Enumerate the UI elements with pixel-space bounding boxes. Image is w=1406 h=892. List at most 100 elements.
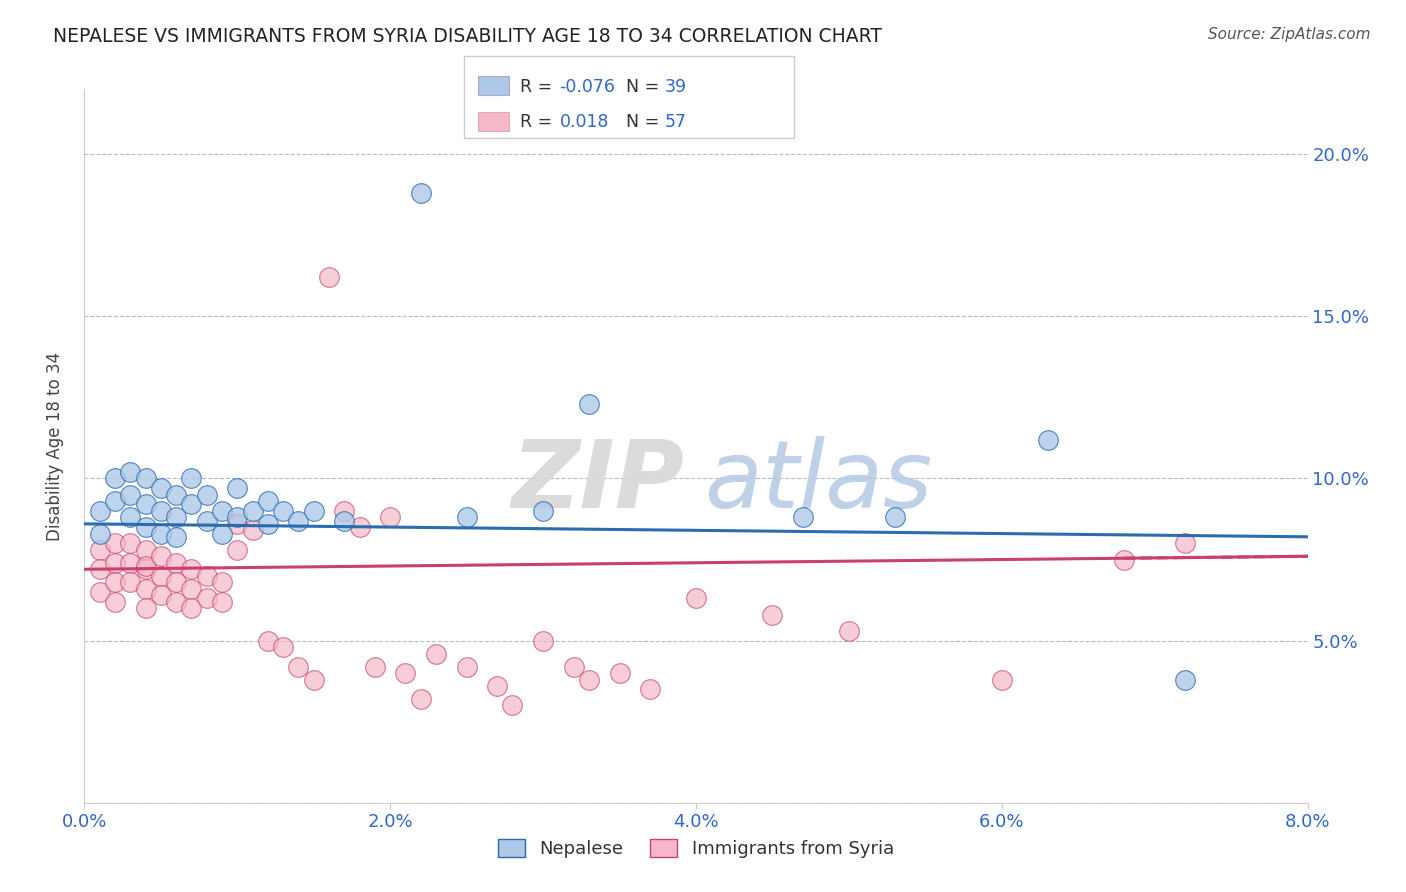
- Point: [1174, 536, 1197, 550]
- Point: [104, 595, 127, 609]
- Point: [287, 514, 309, 528]
- Point: [180, 582, 202, 596]
- Text: 0.018: 0.018: [560, 113, 609, 131]
- Point: [257, 633, 280, 648]
- Text: Source: ZipAtlas.com: Source: ZipAtlas.com: [1208, 27, 1371, 42]
- Point: [226, 481, 249, 495]
- Point: [1114, 552, 1136, 566]
- Point: [165, 488, 187, 502]
- Point: [380, 510, 402, 524]
- Point: [135, 471, 157, 485]
- Point: [165, 575, 187, 590]
- Point: [135, 520, 157, 534]
- Point: [409, 692, 432, 706]
- Text: atlas: atlas: [704, 436, 932, 527]
- Point: [792, 510, 814, 524]
- Point: [226, 510, 249, 524]
- Point: [349, 520, 371, 534]
- Point: [89, 504, 111, 518]
- Point: [149, 568, 172, 582]
- Point: [104, 494, 127, 508]
- Point: [531, 633, 554, 648]
- Point: [578, 397, 600, 411]
- Point: [165, 595, 187, 609]
- Point: [242, 504, 264, 518]
- Point: [394, 666, 416, 681]
- Point: [195, 514, 218, 528]
- Point: [609, 666, 631, 681]
- Point: [302, 504, 325, 518]
- Point: [271, 504, 294, 518]
- Point: [120, 488, 142, 502]
- Text: R =: R =: [520, 78, 558, 95]
- Text: NEPALESE VS IMMIGRANTS FROM SYRIA DISABILITY AGE 18 TO 34 CORRELATION CHART: NEPALESE VS IMMIGRANTS FROM SYRIA DISABI…: [53, 27, 883, 45]
- Point: [165, 556, 187, 570]
- Point: [195, 568, 218, 582]
- Point: [287, 659, 309, 673]
- Point: [165, 530, 187, 544]
- Point: [149, 481, 172, 495]
- Point: [120, 556, 142, 570]
- Point: [502, 698, 524, 713]
- Point: [456, 659, 478, 673]
- Point: [456, 510, 478, 524]
- Point: [761, 607, 783, 622]
- Point: [135, 601, 157, 615]
- Point: [135, 542, 157, 557]
- Point: [89, 526, 111, 541]
- Text: R =: R =: [520, 113, 564, 131]
- Point: [226, 516, 249, 531]
- Point: [89, 585, 111, 599]
- Point: [195, 488, 218, 502]
- Point: [1036, 433, 1059, 447]
- Point: [135, 582, 157, 596]
- Point: [180, 497, 202, 511]
- Point: [195, 591, 218, 606]
- Point: [211, 526, 233, 541]
- Point: [333, 504, 356, 518]
- Point: [120, 575, 142, 590]
- Text: -0.076: -0.076: [560, 78, 616, 95]
- Point: [257, 516, 280, 531]
- Point: [149, 588, 172, 602]
- Point: [425, 647, 447, 661]
- Point: [149, 549, 172, 564]
- Point: [180, 601, 202, 615]
- Point: [211, 575, 233, 590]
- Text: 57: 57: [665, 113, 688, 131]
- Point: [838, 624, 860, 638]
- Point: [211, 504, 233, 518]
- Point: [89, 562, 111, 576]
- Point: [120, 510, 142, 524]
- Point: [991, 673, 1014, 687]
- Point: [120, 536, 142, 550]
- Point: [318, 270, 340, 285]
- Point: [638, 682, 661, 697]
- Point: [104, 536, 127, 550]
- Point: [149, 526, 172, 541]
- Point: [271, 640, 294, 654]
- Point: [104, 575, 127, 590]
- Point: [409, 186, 432, 200]
- Point: [135, 562, 157, 576]
- Text: 39: 39: [665, 78, 688, 95]
- Point: [180, 562, 202, 576]
- Text: N =: N =: [626, 78, 665, 95]
- Point: [302, 673, 325, 687]
- Point: [120, 465, 142, 479]
- Point: [578, 673, 600, 687]
- Point: [165, 510, 187, 524]
- Point: [531, 504, 554, 518]
- Point: [180, 471, 202, 485]
- Point: [364, 659, 387, 673]
- Text: ZIP: ZIP: [512, 435, 685, 528]
- Point: [883, 510, 905, 524]
- Text: N =: N =: [626, 113, 665, 131]
- Point: [135, 559, 157, 574]
- Legend: Nepalese, Immigrants from Syria: Nepalese, Immigrants from Syria: [491, 831, 901, 865]
- Point: [104, 471, 127, 485]
- Point: [562, 659, 585, 673]
- Point: [257, 494, 280, 508]
- Point: [1174, 673, 1197, 687]
- Point: [242, 524, 264, 538]
